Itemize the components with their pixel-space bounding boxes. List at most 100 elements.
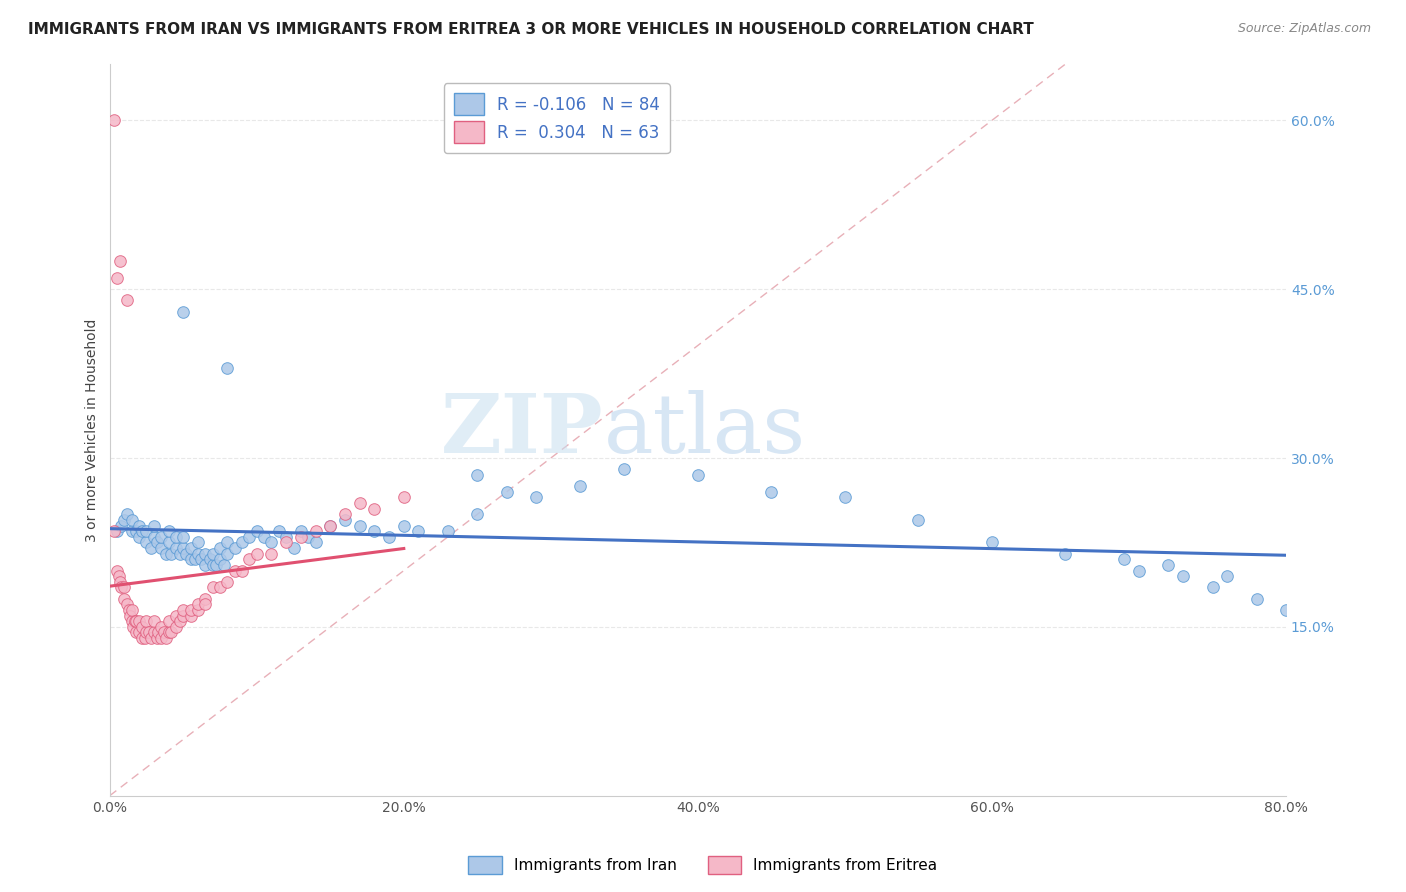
Point (125, 614, 148, 628)
Text: IMMIGRANTS FROM IRAN VS IMMIGRANTS FROM ERITREA 3 OR MORE VEHICLES IN HOUSEHOLD : IMMIGRANTS FROM IRAN VS IMMIGRANTS FROM … (28, 22, 1033, 37)
Point (319, 518, 342, 533)
Point (108, 574, 131, 589)
Point (135, 524, 157, 538)
Point (139, 631, 162, 645)
Point (117, 508, 139, 522)
Point (569, 479, 592, 493)
Point (172, 608, 194, 623)
Point (105, 271, 128, 285)
Point (145, 631, 167, 645)
Point (118, 603, 141, 617)
Point (198, 552, 221, 566)
Point (290, 524, 312, 538)
Point (194, 598, 217, 612)
Y-axis label: 3 or more Vehicles in Household: 3 or more Vehicles in Household (86, 318, 100, 541)
Point (157, 524, 180, 538)
Point (187, 603, 209, 617)
Point (761, 484, 783, 499)
Point (613, 462, 636, 476)
Point (194, 558, 217, 572)
Point (217, 547, 239, 561)
Point (103, 113, 125, 128)
Point (333, 508, 356, 522)
Point (174, 547, 197, 561)
Point (131, 620, 153, 634)
Point (155, 547, 177, 561)
Point (214, 558, 236, 572)
Point (117, 293, 139, 308)
Point (125, 524, 148, 538)
Point (184, 552, 207, 566)
Point (172, 304, 194, 318)
Legend: Immigrants from Iran, Immigrants from Eritrea: Immigrants from Iran, Immigrants from Er… (463, 850, 943, 880)
Point (169, 547, 191, 561)
Text: Source: ZipAtlas.com: Source: ZipAtlas.com (1237, 22, 1371, 36)
Point (110, 518, 132, 533)
Point (139, 541, 162, 555)
Point (125, 625, 148, 640)
Point (131, 631, 153, 645)
Point (208, 581, 231, 595)
Point (160, 625, 183, 640)
Point (408, 524, 430, 538)
Point (276, 530, 298, 544)
Point (260, 535, 283, 549)
Point (165, 530, 187, 544)
Point (392, 518, 415, 533)
Point (1246, 591, 1268, 606)
Point (134, 631, 156, 645)
Point (224, 541, 246, 555)
Point (180, 541, 202, 555)
Point (267, 524, 290, 538)
Point (160, 547, 183, 561)
Point (165, 541, 187, 555)
Point (231, 535, 253, 549)
Point (246, 547, 269, 561)
Point (103, 524, 125, 538)
Point (165, 608, 187, 623)
Point (1171, 569, 1194, 583)
Point (157, 535, 180, 549)
Point (121, 513, 143, 527)
Point (117, 598, 139, 612)
Point (112, 581, 135, 595)
Point (105, 564, 128, 578)
Point (155, 631, 177, 645)
Point (153, 625, 176, 640)
Point (304, 524, 326, 538)
Point (110, 581, 132, 595)
Point (131, 524, 153, 538)
Point (217, 535, 239, 549)
Point (319, 518, 342, 533)
Point (190, 552, 212, 566)
Point (172, 530, 194, 544)
Point (253, 530, 276, 544)
Point (465, 508, 488, 522)
Point (142, 518, 165, 533)
Point (194, 547, 217, 561)
Point (128, 614, 150, 628)
Point (363, 501, 385, 516)
Point (246, 524, 269, 538)
Point (201, 547, 224, 561)
Point (135, 625, 157, 640)
Point (524, 491, 547, 505)
Point (112, 591, 135, 606)
Point (437, 524, 460, 538)
Point (378, 530, 401, 544)
Point (224, 564, 246, 578)
Point (124, 614, 146, 628)
Point (165, 620, 187, 634)
Point (108, 254, 131, 268)
Point (157, 625, 180, 640)
Point (217, 361, 239, 376)
Point (142, 625, 165, 640)
Point (142, 530, 165, 544)
Point (148, 625, 170, 640)
Point (465, 467, 488, 482)
Point (121, 524, 143, 538)
Point (107, 569, 129, 583)
Point (157, 614, 180, 628)
Point (135, 535, 157, 549)
Point (201, 581, 224, 595)
